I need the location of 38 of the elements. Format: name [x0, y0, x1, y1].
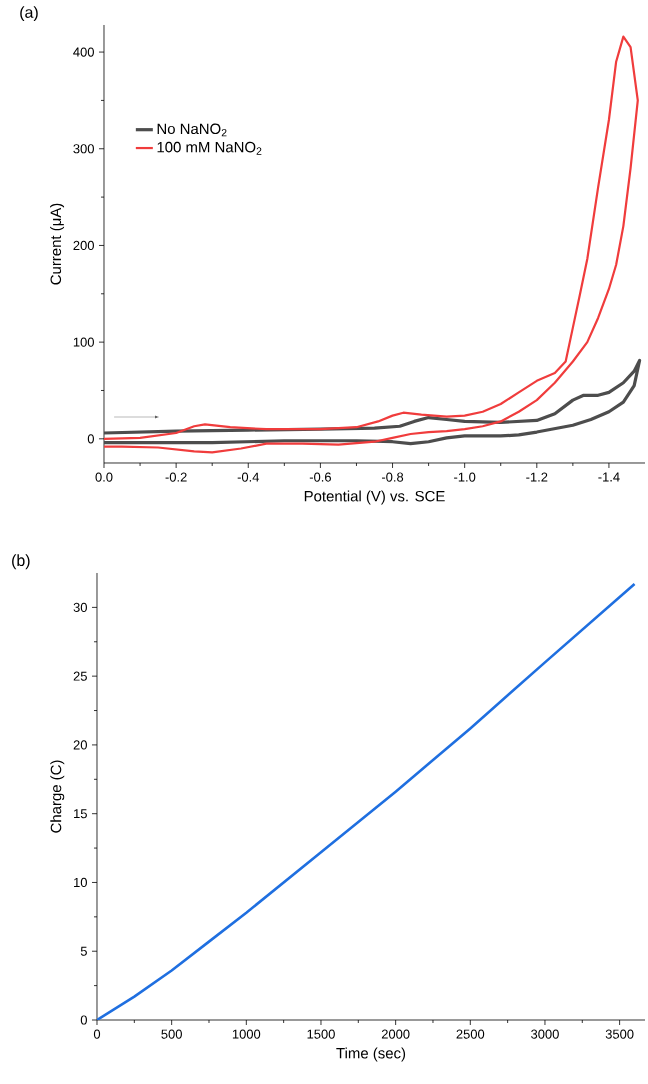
y-tick-label: 400 [73, 47, 94, 57]
x-tick-label: -0.6 [309, 472, 331, 482]
line-series [103, 35, 639, 454]
y-tick-label: 5 [80, 946, 87, 956]
x-tick-label: 1500 [307, 1029, 335, 1039]
x-axis-title: Potential (V) vs. SCE [304, 490, 445, 505]
y-tick-label: 30 [73, 602, 87, 612]
y-tick-label: 300 [73, 144, 94, 154]
y-tick-label: 200 [73, 240, 94, 251]
legend-label: 100 mM NaNO$_{2}$ [157, 141, 262, 155]
line-series [97, 582, 636, 1020]
x-tick-label: 0 [93, 1029, 101, 1039]
x-tick-label: -0.8 [381, 472, 404, 482]
y-tick-label: 100 [73, 337, 94, 347]
x-axis-title: Time (sec) [336, 1047, 406, 1062]
x-tick-label: 1000 [232, 1029, 261, 1039]
x-tick-label: 3500 [605, 1029, 634, 1039]
x-tick-label: -0.4 [237, 472, 260, 482]
chart-title: (b) [12, 554, 30, 570]
x-tick-label: 2500 [456, 1029, 485, 1039]
y-tick-label: 0 [80, 1015, 87, 1025]
x-tick-label: 3000 [531, 1029, 559, 1039]
y-tick-label: 20 [73, 740, 87, 750]
x-tick-label: -1.0 [454, 472, 476, 482]
x-tick-label: -1.2 [526, 472, 548, 482]
y-axis-title: Current (μA) [50, 203, 65, 285]
x-tick-label: 2000 [381, 1029, 410, 1039]
x-tick-label: -0.2 [165, 472, 187, 482]
y-tick-label: 25 [73, 671, 87, 681]
y-tick-label: 0 [87, 434, 94, 444]
x-tick-label: 0.0 [95, 472, 113, 482]
legend-label: No NaNO$_{2}$ [157, 123, 227, 137]
chart-title: (a) [20, 6, 38, 22]
y-axis-title: Charge (C) [50, 760, 65, 833]
x-tick-label: 500 [161, 1029, 182, 1039]
y-tick-label: 10 [74, 877, 87, 888]
y-tick-label: 15 [74, 809, 87, 819]
x-tick-label: -1.4 [598, 472, 620, 482]
